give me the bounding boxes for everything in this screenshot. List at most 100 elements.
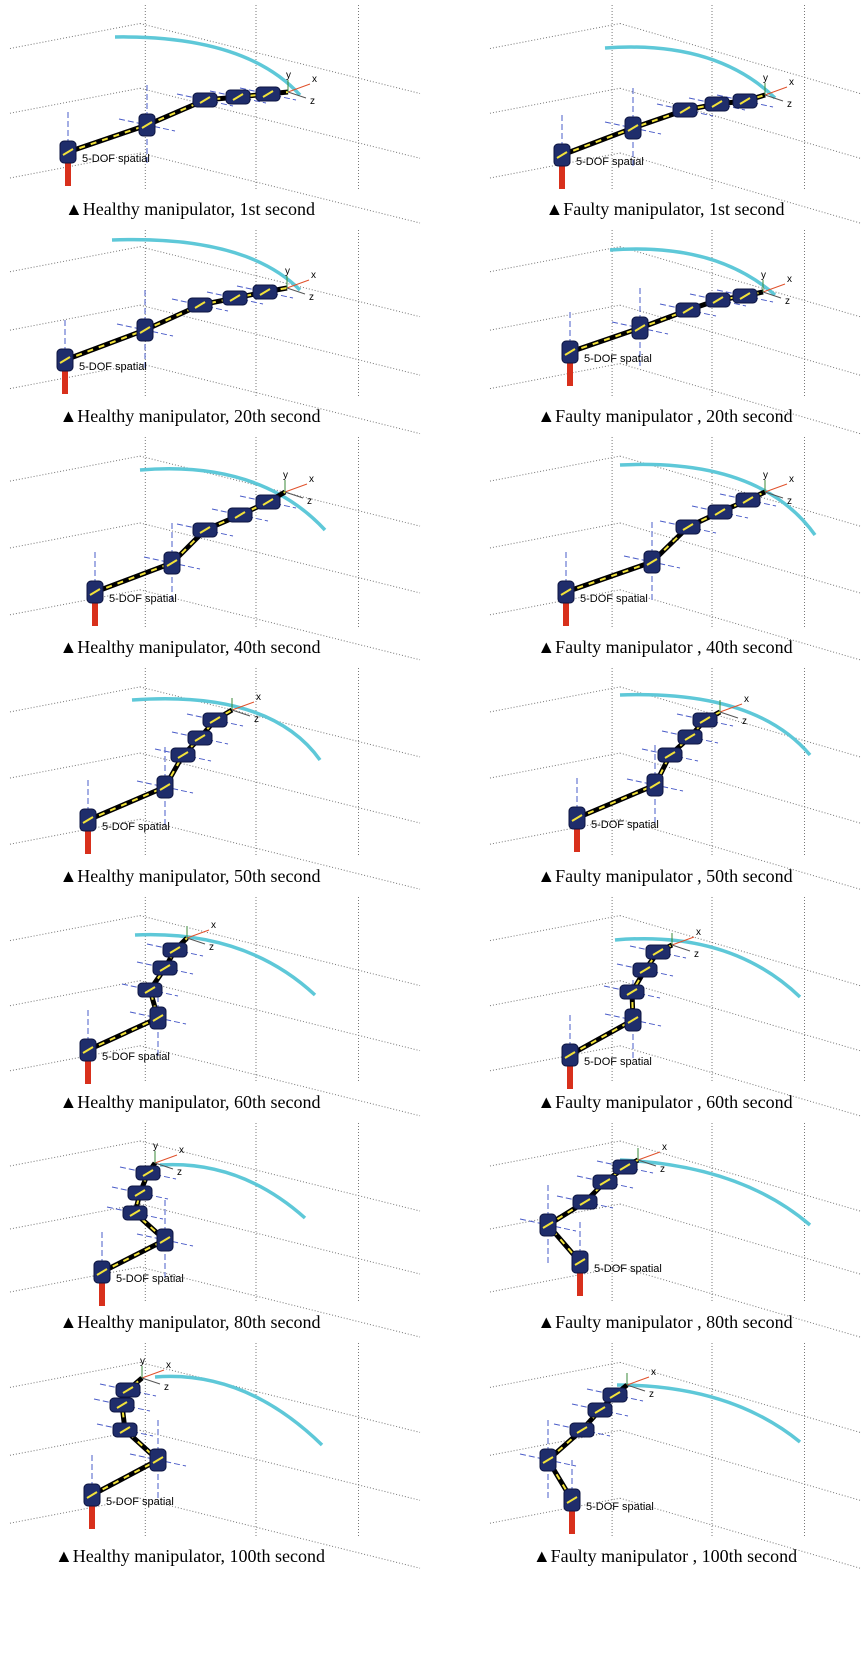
grid-line (10, 981, 140, 1006)
grid-line (140, 753, 420, 823)
trajectory (620, 464, 815, 535)
grid-line (140, 247, 420, 317)
base-pole (563, 600, 569, 626)
axis-label: z (694, 949, 699, 960)
axis-label: x (309, 474, 314, 485)
frame-z (287, 288, 305, 294)
base-pole (567, 1063, 573, 1089)
trajectory (115, 37, 300, 95)
panel: xz5-DOF spatial▲Faulty manipulator , 60t… (490, 897, 860, 1116)
grid-line (620, 687, 860, 757)
grid-line (10, 1204, 140, 1229)
axis-label: z (177, 1167, 182, 1178)
robot-label: 5-DOF spatial (576, 156, 644, 168)
robot-label: 5-DOF spatial (580, 593, 648, 605)
axis-label: z (785, 296, 790, 307)
axis-label: z (209, 942, 214, 953)
axis-label: y (140, 1356, 145, 1367)
axis-label: x (787, 274, 792, 285)
caption: ▲Faulty manipulator , 20th second (537, 406, 792, 426)
grid-line (140, 981, 420, 1051)
grid-line (620, 305, 860, 375)
panel: xyz5-DOF spatial▲Faulty manipulator , 40… (490, 437, 860, 660)
grid-line (620, 1362, 860, 1432)
grid-line (10, 88, 140, 113)
axis-label: y (283, 470, 288, 481)
grid-line (620, 247, 860, 317)
caption: ▲Healthy manipulator, 100th second (55, 1546, 325, 1566)
grid-line (620, 981, 860, 1051)
trajectory (610, 249, 775, 295)
axis-label: x (651, 1367, 656, 1378)
axis-label: x (744, 694, 749, 705)
grid-line (10, 1141, 140, 1166)
axis-label: y (763, 73, 768, 84)
panel: xz5-DOF spatial▲Faulty manipulator , 50t… (490, 668, 860, 889)
axis-label: y (285, 266, 290, 277)
panel: xz5-DOF spatial▲Faulty manipulator , 80t… (490, 1123, 860, 1337)
robot-label: 5-DOF spatial (79, 361, 147, 373)
base-pole (92, 600, 98, 626)
figure: xyz5-DOF spatial▲Healthy manipulator, 1s… (0, 0, 863, 1658)
trajectory (605, 47, 775, 98)
axis-label: x (256, 692, 261, 703)
robot-label: 5-DOF spatial (594, 1263, 662, 1275)
axis-label: x (662, 1142, 667, 1153)
axis-label: z (649, 1389, 654, 1400)
axis-label: z (164, 1382, 169, 1393)
base-pole (65, 160, 71, 186)
grid-line (10, 687, 140, 712)
grid-line (490, 1362, 620, 1387)
axis-label: z (310, 96, 315, 107)
link (566, 492, 765, 592)
axis-label: z (787, 99, 792, 110)
grid-line (140, 1362, 420, 1432)
grid-line (490, 523, 620, 548)
grid-line (490, 981, 620, 1006)
base-pole (567, 360, 573, 386)
robot-label: 5-DOF spatial (102, 821, 170, 833)
frame-z (720, 712, 738, 718)
grid-line (490, 88, 620, 113)
grid-line (10, 523, 140, 548)
link-highlight (577, 712, 720, 818)
trajectory (155, 1376, 322, 1445)
frame-x (155, 1155, 177, 1163)
grid-line (490, 687, 620, 712)
axis-label: z (254, 714, 259, 725)
axis-label: x (696, 927, 701, 938)
link-highlight (548, 1160, 638, 1262)
base-pole (62, 368, 68, 394)
robot-label: 5-DOF spatial (591, 819, 659, 831)
trajectory (132, 699, 320, 760)
robot-label: 5-DOF spatial (584, 1056, 652, 1068)
grid-line (10, 456, 140, 481)
grid-line (490, 916, 620, 941)
axis-label: x (311, 270, 316, 281)
frame-x (765, 484, 787, 492)
grid-line (490, 364, 620, 389)
axis-label: z (307, 496, 312, 507)
grid-line (490, 753, 620, 778)
link-highlight (570, 945, 672, 1055)
robot-label: 5-DOF spatial (584, 353, 652, 365)
grid-line (490, 247, 620, 272)
caption: ▲Healthy manipulator, 50th second (59, 866, 320, 886)
base-pole (85, 1058, 91, 1084)
panel: xyz5-DOF spatial▲Faulty manipulator , 20… (490, 230, 860, 434)
link (570, 945, 672, 1055)
caption: ▲Healthy manipulator, 60th second (59, 1092, 320, 1112)
base-pole (574, 826, 580, 852)
grid-line (490, 24, 620, 49)
frame-z (142, 1378, 160, 1384)
robot-label: 5-DOF spatial (102, 1051, 170, 1063)
caption: ▲Faulty manipulator , 100th second (533, 1546, 797, 1566)
robot-label: 5-DOF spatial (116, 1273, 184, 1285)
axis-label: z (660, 1164, 665, 1175)
grid-line (140, 1204, 420, 1274)
grid-line (620, 456, 860, 526)
